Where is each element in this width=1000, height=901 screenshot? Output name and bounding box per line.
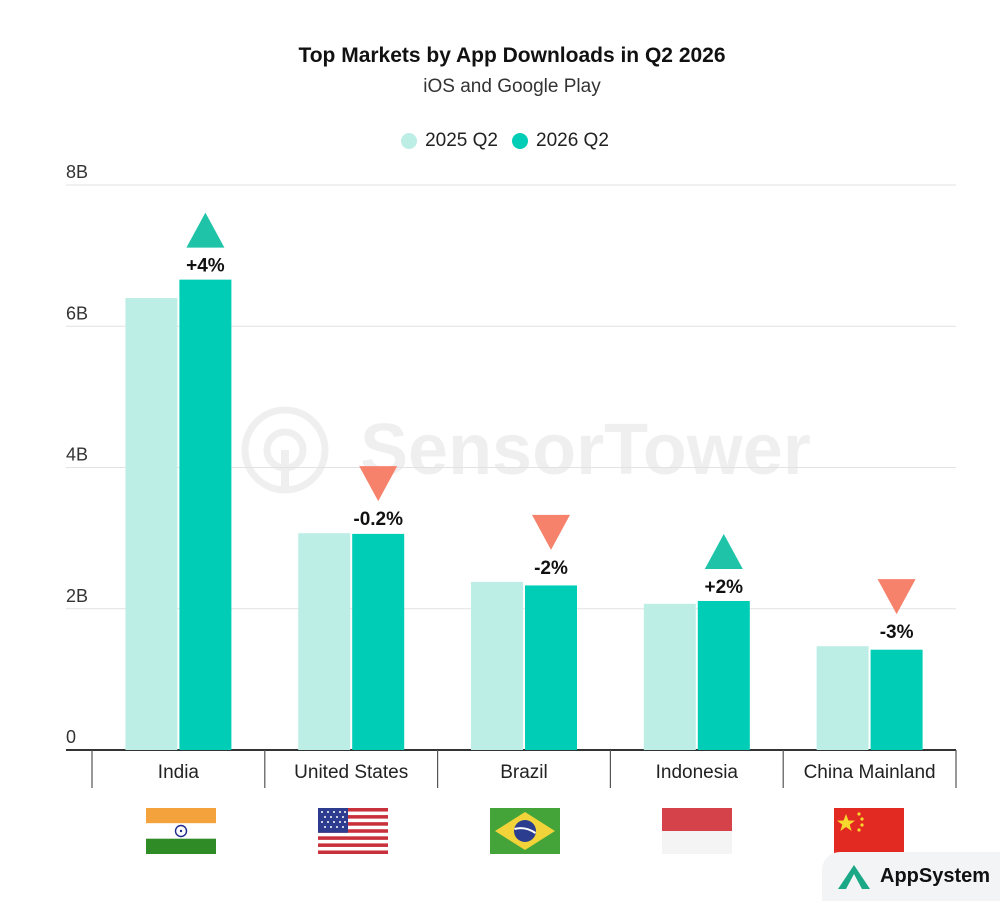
legend-item-2025: 2025 Q2: [401, 130, 498, 152]
category-label: China Mainland: [804, 762, 936, 783]
up-arrow-icon: [186, 212, 225, 248]
category-label: Brazil: [500, 762, 548, 783]
down-arrow-icon: [532, 514, 570, 550]
appsystem-logo-icon: [838, 864, 870, 889]
legend-label-2026: 2026 Q2: [536, 130, 609, 151]
chart-subtitle: iOS and Google Play: [423, 76, 601, 97]
bar-2025-q2: [125, 298, 178, 750]
legend-label-2025: 2025 Q2: [425, 130, 498, 151]
china-flag-icon: [834, 808, 904, 854]
bar-2025-q2: [816, 646, 869, 750]
brand-badge: AppSystem: [822, 852, 1000, 901]
change-label: -3%: [880, 622, 914, 643]
y-tick-label: 6B: [66, 303, 88, 323]
change-label: -0.2%: [353, 509, 403, 530]
chart-title: Top Markets by App Downloads in Q2 2026: [298, 44, 726, 67]
watermark-text: SensorTower: [360, 410, 811, 490]
category-label: Indonesia: [656, 762, 739, 783]
legend: 2025 Q2 2026 Q2: [0, 130, 1000, 152]
india-flag-icon: [146, 808, 216, 854]
category-label: United States: [294, 762, 408, 783]
y-tick-label: 2B: [66, 586, 88, 606]
indonesia-flag-icon: [662, 808, 732, 854]
category-label: India: [158, 762, 200, 783]
bar-2026-q2: [525, 585, 577, 750]
change-label: +4%: [186, 256, 225, 277]
bar-2025-q2: [471, 581, 523, 750]
bar-2026-q2: [179, 279, 232, 750]
bar-2025-q2: [298, 533, 351, 750]
y-tick-label: 4B: [66, 445, 88, 465]
legend-item-2026: 2026 Q2: [512, 130, 609, 152]
bar-2026-q2: [352, 533, 405, 750]
down-arrow-icon: [359, 466, 398, 502]
us-flag-icon: [318, 808, 388, 854]
bar-2026-q2: [870, 649, 923, 750]
down-arrow-icon: [877, 579, 916, 615]
change-label: +2%: [705, 577, 744, 598]
y-tick-label: 8B: [66, 162, 88, 182]
brand-name: AppSystem: [880, 865, 991, 887]
y-tick-label: 0: [66, 727, 76, 747]
legend-swatch-2026: [512, 133, 528, 149]
brazil-flag-icon: [490, 808, 560, 854]
bar-2026-q2: [697, 600, 750, 750]
up-arrow-icon: [704, 533, 743, 569]
legend-swatch-2025: [401, 133, 418, 149]
bar-2025-q2: [643, 603, 696, 750]
change-label: -2%: [534, 558, 568, 579]
